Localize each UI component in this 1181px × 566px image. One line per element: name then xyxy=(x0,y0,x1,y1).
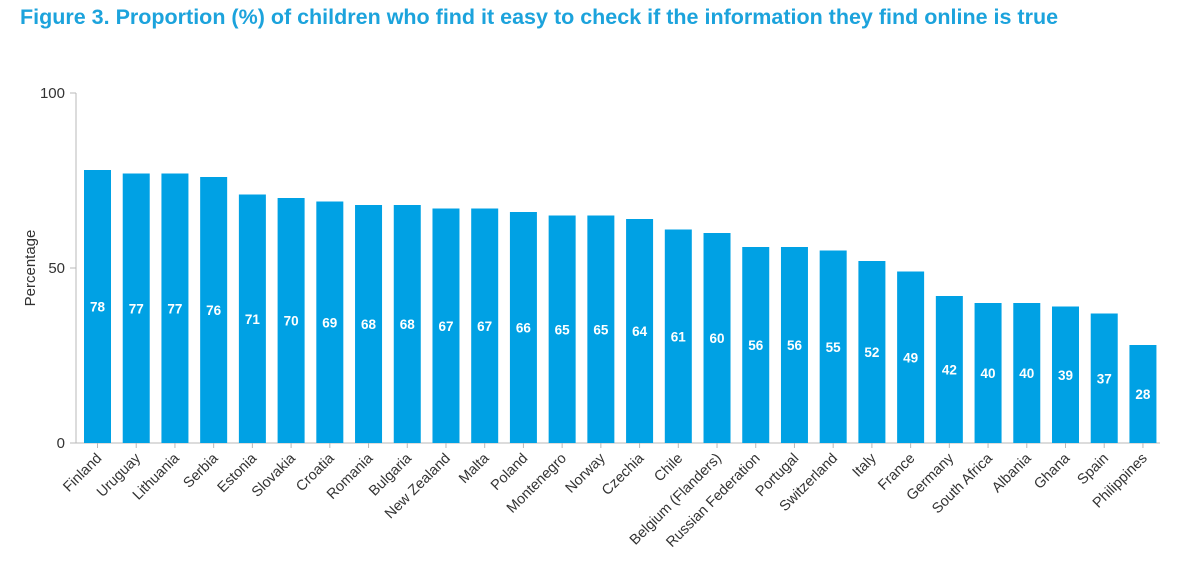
bar-value-label: 60 xyxy=(710,331,725,346)
bar xyxy=(432,208,460,443)
category-label: Slovakia xyxy=(249,450,300,501)
bar-value-label: 64 xyxy=(632,324,648,339)
bar xyxy=(393,205,421,443)
bar xyxy=(277,198,305,443)
bar-value-label: 40 xyxy=(1019,366,1034,381)
category-label: Chile xyxy=(651,451,686,486)
category-label: Italy xyxy=(850,450,881,481)
bar-value-label: 78 xyxy=(90,300,106,315)
y-tick-label: 100 xyxy=(40,85,65,102)
bar-value-label: 56 xyxy=(748,338,764,353)
bar xyxy=(587,215,615,443)
bar xyxy=(84,170,111,443)
bar xyxy=(819,250,847,443)
bar-value-label: 40 xyxy=(981,366,996,381)
bar xyxy=(780,247,808,443)
bar-value-label: 39 xyxy=(1058,368,1073,383)
bar-value-label: 66 xyxy=(516,321,532,336)
bar xyxy=(471,208,499,443)
bar-value-label: 67 xyxy=(438,319,453,334)
bar xyxy=(200,177,228,443)
y-tick-label: 0 xyxy=(57,435,65,452)
bar xyxy=(509,212,537,443)
bar xyxy=(355,205,383,443)
bar xyxy=(1013,303,1041,443)
bar-value-label: 76 xyxy=(206,303,222,318)
chart-title: Figure 3. Proportion (%) of children who… xyxy=(20,5,1059,29)
bar-value-label: 71 xyxy=(245,312,261,327)
category-label: Czechia xyxy=(599,450,648,499)
bar xyxy=(935,296,963,443)
bar-value-label: 68 xyxy=(400,317,416,332)
bar xyxy=(316,201,344,443)
bar xyxy=(858,261,886,443)
bar xyxy=(974,303,1002,443)
bar-value-label: 28 xyxy=(1135,387,1151,402)
bar xyxy=(1052,306,1079,443)
category-label: Albania xyxy=(989,450,1035,496)
bar-value-label: 65 xyxy=(555,322,571,337)
bar xyxy=(161,173,189,443)
bar-value-label: 55 xyxy=(826,340,842,355)
y-axis-label: Percentage xyxy=(22,230,39,307)
bar xyxy=(897,271,925,443)
category-labels: FinlandUruguayLithuaniaSerbiaEstoniaSlov… xyxy=(60,450,1150,551)
bar xyxy=(703,233,731,443)
bar xyxy=(664,229,692,443)
bar-value-label: 67 xyxy=(477,319,492,334)
bar-series: 78 77 77 76 71 70 69 68 68 67 67 66 65 65 64 61 60 56 56 55… xyxy=(84,170,1157,443)
bar xyxy=(122,173,150,443)
bar-value-label: 70 xyxy=(284,314,299,329)
bar-value-label: 68 xyxy=(361,317,377,332)
bar xyxy=(1090,313,1118,443)
bar-value-label: 65 xyxy=(593,322,609,337)
bar-value-label: 77 xyxy=(129,301,144,316)
bar xyxy=(238,194,266,443)
y-tick-label: 50 xyxy=(48,260,65,277)
bar-value-label: 77 xyxy=(167,301,182,316)
bar-value-label: 42 xyxy=(942,363,957,378)
bar-value-label: 49 xyxy=(903,350,918,365)
bar xyxy=(548,215,576,443)
bar-value-label: 56 xyxy=(787,338,803,353)
bar-value-label: 52 xyxy=(864,345,879,360)
bar-value-label: 37 xyxy=(1097,371,1112,386)
bar xyxy=(1129,345,1157,443)
category-label: Ghana xyxy=(1031,450,1074,493)
category-label: Malta xyxy=(456,450,493,487)
bar xyxy=(742,247,770,443)
bar xyxy=(626,219,654,443)
bar-value-label: 69 xyxy=(322,315,337,330)
bar-value-label: 61 xyxy=(671,329,687,344)
